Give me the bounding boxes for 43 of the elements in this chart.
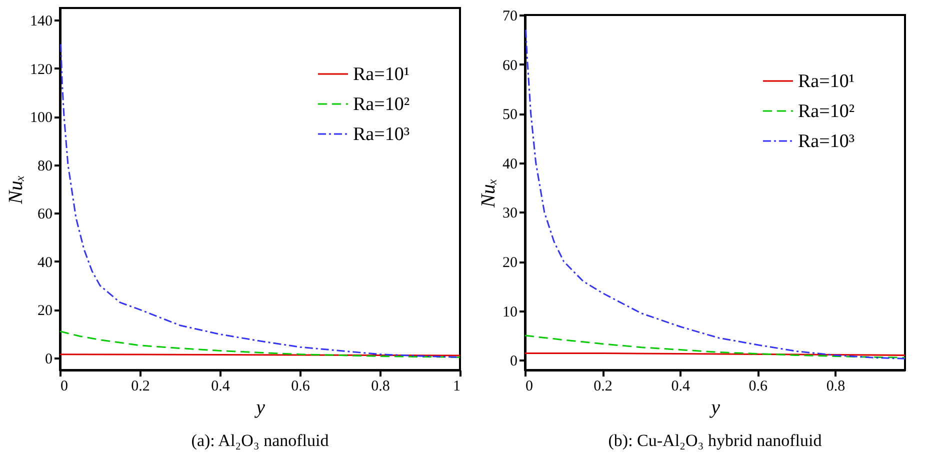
x-tick-label: 0 [526, 378, 533, 394]
x-tick-label: 0.6 [291, 378, 310, 394]
y-tick-label: 0 [510, 354, 518, 370]
y-tick-label: 50 [502, 107, 518, 124]
y-tick-label: 120 [30, 62, 52, 78]
x-tick-label: 0.4 [211, 378, 230, 394]
line-series [60, 43, 460, 358]
x-tick-label: 0.4 [671, 378, 690, 394]
x-tick-label: 0 [60, 378, 68, 394]
text: (a): Al₂O₃ nanofluid [191, 431, 330, 450]
x-tick-label: 0.8 [826, 378, 846, 394]
x-tick-label: 1 [453, 378, 460, 394]
text: (b): Cu-Al₂O₃ hybrid nanofluid [608, 431, 822, 450]
x-tick-label: 0.2 [131, 378, 150, 394]
y-tick-label: 0 [45, 351, 52, 368]
y-tick-label: 40 [502, 156, 518, 172]
y-tick-label: 60 [38, 206, 52, 223]
y-tick-label: 140 [30, 14, 52, 30]
x-tick-label: 0.6 [748, 378, 768, 394]
y-tick-label: 60 [502, 58, 518, 74]
x-axis-title: y [709, 396, 720, 418]
legend-label: Ra=10³ [798, 131, 855, 152]
x-tick-label: 0.8 [371, 378, 390, 394]
y-tick-label: 10 [502, 304, 518, 320]
y-tick-label: 80 [38, 158, 52, 174]
line-series [525, 334, 905, 358]
line-series [525, 29, 905, 360]
legend-label: Ra=10¹ [798, 71, 855, 92]
y-tick-label: 100 [30, 110, 52, 126]
legend-label: Ra=10² [353, 94, 410, 115]
y-axis-title: Nuₓ [478, 178, 500, 209]
y-axis-title: Nuₓ [5, 174, 27, 206]
y-tick-label: 40 [38, 254, 52, 271]
legend-label: Ra=10¹ [353, 64, 410, 85]
x-axis-title: y [254, 396, 266, 418]
y-tick-label: 20 [502, 255, 518, 272]
y-tick-label: 70 [502, 8, 518, 24]
y-tick-label: 20 [38, 303, 52, 320]
legend-label: Ra=10³ [353, 124, 410, 145]
line-series [60, 330, 460, 358]
x-tick-label: 0.2 [594, 378, 612, 394]
legend-label: Ra=10² [798, 101, 855, 122]
y-tick-label: 30 [502, 206, 518, 222]
